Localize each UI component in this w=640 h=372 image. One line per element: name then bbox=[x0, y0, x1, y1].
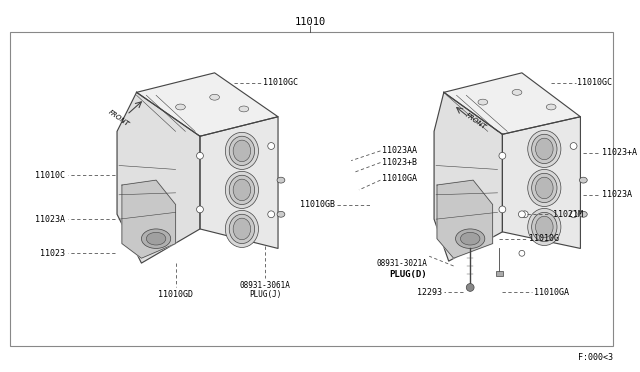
Text: 11023AA: 11023AA bbox=[382, 147, 417, 155]
Ellipse shape bbox=[147, 232, 166, 245]
Text: F:000<3: F:000<3 bbox=[578, 353, 612, 362]
Ellipse shape bbox=[579, 177, 588, 183]
Ellipse shape bbox=[460, 232, 480, 245]
Text: 11010GB: 11010GB bbox=[300, 200, 335, 209]
Ellipse shape bbox=[532, 173, 557, 203]
Circle shape bbox=[196, 206, 204, 213]
Text: 11010: 11010 bbox=[294, 17, 326, 27]
Ellipse shape bbox=[225, 211, 259, 247]
Polygon shape bbox=[437, 180, 493, 258]
Circle shape bbox=[519, 250, 525, 256]
Text: 11023: 11023 bbox=[40, 249, 65, 258]
Polygon shape bbox=[444, 73, 580, 134]
Ellipse shape bbox=[229, 214, 255, 244]
Ellipse shape bbox=[229, 136, 255, 166]
Bar bbox=[10, 32, 612, 346]
Ellipse shape bbox=[225, 132, 259, 169]
Text: 11010GA: 11010GA bbox=[382, 174, 417, 183]
Polygon shape bbox=[136, 73, 278, 136]
Ellipse shape bbox=[225, 171, 259, 208]
Text: 11023A: 11023A bbox=[35, 215, 65, 224]
Circle shape bbox=[467, 283, 474, 291]
Text: FRONT: FRONT bbox=[465, 112, 488, 131]
Text: 11023A: 11023A bbox=[602, 190, 632, 199]
Polygon shape bbox=[122, 180, 175, 258]
Ellipse shape bbox=[141, 229, 171, 248]
Ellipse shape bbox=[528, 208, 561, 246]
Ellipse shape bbox=[233, 179, 251, 201]
Circle shape bbox=[268, 211, 275, 218]
Bar bbox=[495, 271, 503, 276]
Ellipse shape bbox=[456, 229, 485, 248]
Circle shape bbox=[499, 206, 506, 213]
Circle shape bbox=[499, 153, 506, 159]
Text: 11010GA: 11010GA bbox=[534, 288, 568, 297]
Circle shape bbox=[570, 211, 577, 218]
Circle shape bbox=[570, 142, 577, 150]
Text: 08931-3061A: 08931-3061A bbox=[240, 280, 291, 290]
Ellipse shape bbox=[532, 212, 557, 241]
Text: PLUG(D): PLUG(D) bbox=[390, 270, 428, 279]
Text: 11010GD: 11010GD bbox=[158, 291, 193, 299]
Polygon shape bbox=[434, 92, 502, 261]
Polygon shape bbox=[200, 117, 278, 248]
Ellipse shape bbox=[536, 138, 553, 160]
Ellipse shape bbox=[239, 106, 249, 112]
Text: FRONT: FRONT bbox=[108, 109, 131, 128]
Ellipse shape bbox=[579, 211, 588, 217]
Text: 11023+A: 11023+A bbox=[602, 148, 637, 157]
Text: 08931-3021A: 08931-3021A bbox=[376, 259, 428, 267]
Ellipse shape bbox=[536, 177, 553, 199]
Ellipse shape bbox=[277, 211, 285, 217]
Ellipse shape bbox=[210, 94, 220, 100]
Text: 11010GC: 11010GC bbox=[577, 78, 612, 87]
Circle shape bbox=[268, 142, 275, 150]
Text: 11021M: 11021M bbox=[553, 210, 583, 219]
Text: 11023+B: 11023+B bbox=[382, 158, 417, 167]
Text: PLUG(J): PLUG(J) bbox=[249, 291, 282, 299]
Polygon shape bbox=[117, 92, 200, 263]
Ellipse shape bbox=[528, 169, 561, 206]
Ellipse shape bbox=[233, 140, 251, 161]
Ellipse shape bbox=[528, 131, 561, 167]
Ellipse shape bbox=[547, 104, 556, 110]
Circle shape bbox=[196, 153, 204, 159]
Text: 12293: 12293 bbox=[417, 288, 442, 297]
Ellipse shape bbox=[175, 104, 186, 110]
Text: 11010G: 11010G bbox=[529, 234, 559, 243]
Circle shape bbox=[518, 211, 525, 218]
Ellipse shape bbox=[233, 218, 251, 240]
Polygon shape bbox=[502, 117, 580, 248]
Text: 11010C: 11010C bbox=[35, 171, 65, 180]
Ellipse shape bbox=[229, 175, 255, 205]
Ellipse shape bbox=[512, 89, 522, 95]
Ellipse shape bbox=[277, 177, 285, 183]
Ellipse shape bbox=[478, 99, 488, 105]
Ellipse shape bbox=[536, 216, 553, 238]
Ellipse shape bbox=[532, 134, 557, 164]
Circle shape bbox=[522, 211, 528, 218]
Text: 11010GC: 11010GC bbox=[264, 78, 298, 87]
